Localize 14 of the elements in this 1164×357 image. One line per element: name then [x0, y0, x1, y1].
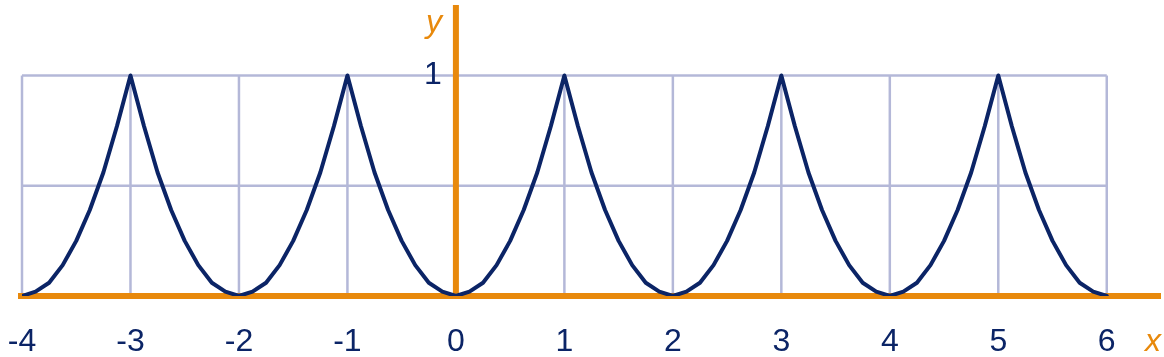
x-tick-label: 5 — [989, 321, 1008, 357]
x-axis-title: x — [1143, 321, 1162, 357]
x-tick-label: -2 — [224, 321, 254, 357]
x-tick-label: 4 — [880, 321, 899, 357]
x-tick-label: 0 — [447, 321, 465, 357]
x-tick-label: -3 — [116, 321, 145, 357]
y-axis-title: y — [423, 2, 444, 39]
x-tick-label: 2 — [663, 321, 682, 357]
x-tick-label: 6 — [1097, 321, 1116, 357]
x-tick-label: 1 — [555, 321, 574, 357]
annotation: 1 — [424, 55, 442, 92]
x-tick-label: -4 — [7, 321, 37, 357]
x-tick-label: 3 — [772, 321, 791, 357]
x-tick-label: -1 — [333, 321, 362, 357]
